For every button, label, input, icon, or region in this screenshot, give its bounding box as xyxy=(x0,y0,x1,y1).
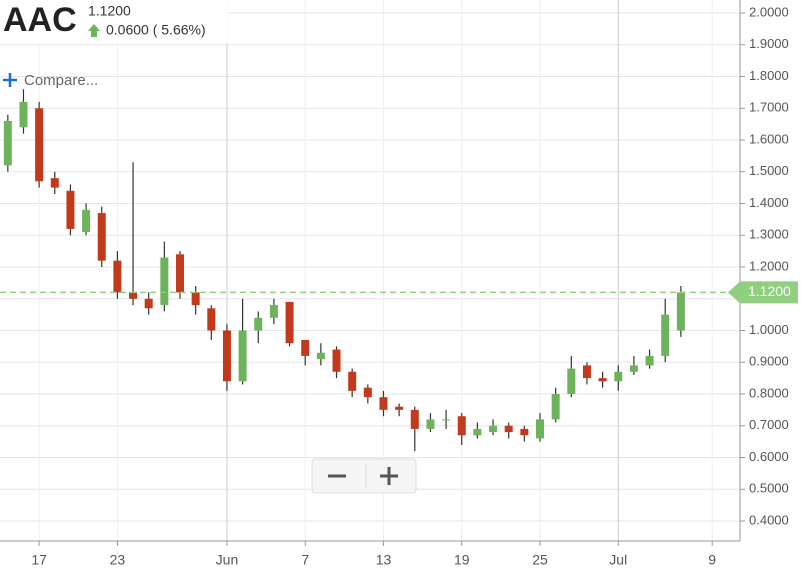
candle-body xyxy=(222,330,231,382)
x-tick-label: 25 xyxy=(532,552,548,568)
x-tick-label: 7 xyxy=(301,552,309,568)
candle-body xyxy=(426,419,435,429)
last-price-badge xyxy=(728,281,798,304)
x-tick-label: 9 xyxy=(708,552,716,568)
candle-body xyxy=(207,308,216,331)
candle-body xyxy=(363,387,372,398)
candle-body xyxy=(160,257,169,306)
y-tick-label: 0.7000 xyxy=(749,417,789,432)
plot-area xyxy=(0,0,740,541)
plus-icon xyxy=(3,73,17,87)
candle-body xyxy=(238,330,247,382)
y-tick-label: 0.6000 xyxy=(749,449,789,464)
candle-body xyxy=(457,416,466,436)
candle-body xyxy=(285,301,294,344)
x-tick-label: Jul xyxy=(609,552,627,568)
candle-body xyxy=(676,292,685,331)
candle-body xyxy=(551,394,560,420)
candle-body xyxy=(269,305,278,318)
candle-body xyxy=(567,368,576,395)
y-tick-label: 1.9000 xyxy=(749,36,789,51)
change: 0.0600 ( 5.66%) xyxy=(106,22,206,38)
y-tick-label: 0.9000 xyxy=(749,354,789,369)
candle-body xyxy=(520,428,529,436)
candle-body xyxy=(661,314,670,356)
candle-body xyxy=(301,340,310,356)
candle-body xyxy=(473,428,482,436)
x-tick-label: 13 xyxy=(376,552,392,568)
candle-body xyxy=(35,108,44,182)
candle-body xyxy=(332,349,341,372)
zoom-box xyxy=(311,458,417,494)
y-tick-label: 1.5000 xyxy=(749,163,789,178)
candle-body xyxy=(19,101,28,128)
candle-body xyxy=(536,419,544,439)
candle-body xyxy=(176,254,184,293)
x-tick-label: Jun xyxy=(216,552,239,568)
candle-body xyxy=(629,365,638,372)
candle-body xyxy=(66,190,75,229)
candle-body xyxy=(614,371,623,382)
up-arrow xyxy=(88,24,100,37)
header-bg xyxy=(0,0,228,44)
price: 1.1200 xyxy=(88,3,131,19)
candle-body xyxy=(410,409,419,429)
candle-body xyxy=(3,120,12,166)
zoom-controls xyxy=(311,458,417,494)
y-tick-label: 1.8000 xyxy=(749,68,789,83)
candle-body xyxy=(254,317,263,331)
zoom-in[interactable] xyxy=(380,467,398,485)
last-price-label: 1.1200 xyxy=(748,283,791,299)
candle-body xyxy=(50,178,59,188)
y-tick-label: 1.6000 xyxy=(749,131,789,146)
candle-body xyxy=(395,406,404,410)
y-tick-label: 0.5000 xyxy=(749,481,789,496)
candle-body xyxy=(97,213,106,261)
candle-body xyxy=(645,355,654,366)
x-tick-label: 19 xyxy=(454,552,470,568)
candle-body xyxy=(582,365,591,379)
y-tick-label: 1.3000 xyxy=(749,227,789,242)
candle-body xyxy=(191,292,200,306)
y-tick-label: 1.4000 xyxy=(749,195,789,210)
candle-body xyxy=(598,378,607,382)
candle-body xyxy=(82,209,91,233)
x-tick-label: 17 xyxy=(31,552,47,568)
candle-body xyxy=(144,298,153,309)
symbol: AAC xyxy=(3,1,77,39)
compare-button[interactable]: Compare... xyxy=(3,72,98,89)
candle-body xyxy=(348,371,357,391)
candle-body xyxy=(489,425,498,433)
y-tick-label: 1.2000 xyxy=(749,258,789,273)
candle-body xyxy=(316,352,325,360)
candle-body xyxy=(504,425,513,433)
x-tick-label: 23 xyxy=(110,552,126,568)
compare-label: Compare... xyxy=(24,72,98,89)
candle-body xyxy=(442,419,451,421)
y-tick-label: 0.8000 xyxy=(749,385,789,400)
y-tick-label: 1.0000 xyxy=(749,322,789,337)
candle-body xyxy=(129,292,138,299)
y-tick-label: 1.7000 xyxy=(749,100,789,115)
y-tick-label: 2.0000 xyxy=(749,4,789,19)
candle-body xyxy=(379,397,388,410)
candle-body xyxy=(113,260,122,293)
y-tick-label: 0.4000 xyxy=(749,512,789,527)
